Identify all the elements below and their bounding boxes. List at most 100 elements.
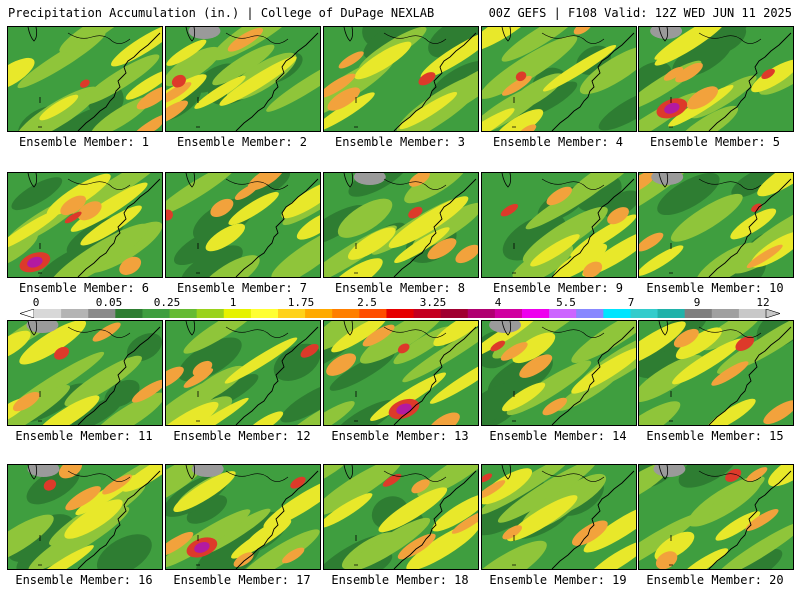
colorbar-segment <box>169 309 198 318</box>
precip-field <box>324 465 478 569</box>
state-border <box>67 470 131 482</box>
state-border <box>698 470 762 482</box>
ensemble-member-map <box>7 26 163 132</box>
ensemble-member-map <box>323 464 479 570</box>
precip-field <box>482 465 636 569</box>
lake-outline <box>185 321 196 336</box>
precip-field <box>324 321 478 425</box>
member-label: Ensemble Member: 18 <box>331 573 469 587</box>
member-label: Ensemble Member: 8 <box>334 281 466 295</box>
ensemble-member-map <box>481 320 637 426</box>
ensemble-member-map <box>165 320 321 426</box>
map-marker <box>196 97 200 128</box>
colorbar-min-arrow <box>20 309 35 318</box>
coastline <box>551 178 635 277</box>
member-label: Ensemble Member: 2 <box>176 135 308 149</box>
ensemble-member-map <box>481 464 637 570</box>
colorbar-segment <box>413 309 442 318</box>
precip-field <box>482 173 636 277</box>
lake-outline <box>343 173 354 188</box>
member-label: Ensemble Member: 13 <box>331 429 469 443</box>
state-border <box>67 326 131 338</box>
coastline <box>235 326 319 425</box>
ensemble-member-map <box>481 172 637 278</box>
colorbar-segment <box>196 309 225 318</box>
colorbar-tick-label: 0.25 <box>153 296 181 309</box>
ensemble-member-map <box>323 26 479 132</box>
lake-outline <box>658 321 669 336</box>
model-run-info: 00Z GEFS | F108 Valid: 12Z WED JUN 11 20… <box>488 6 792 20</box>
precip-field <box>639 465 793 569</box>
colorbar-segment <box>88 309 116 318</box>
member-label: Ensemble Member: 19 <box>489 573 627 587</box>
coastline <box>708 326 792 425</box>
precip-field <box>166 465 320 569</box>
precip-field <box>639 27 793 131</box>
map-marker <box>38 243 42 274</box>
map-marker <box>669 535 673 566</box>
lake-outline <box>501 321 512 336</box>
map-marker <box>669 243 673 274</box>
colorbar-tick-label: 12 <box>756 296 770 309</box>
coastline <box>77 326 161 425</box>
colorbar-segment <box>494 309 523 318</box>
map-marker <box>512 391 516 422</box>
ensemble-member-map <box>481 26 637 132</box>
map-marker <box>38 535 42 566</box>
state-border <box>67 178 131 190</box>
coastline <box>235 178 319 277</box>
coastline <box>393 470 477 569</box>
ensemble-member-map <box>165 464 321 570</box>
colorbar-tick-label: 9 <box>693 296 701 309</box>
coastline <box>551 326 635 425</box>
member-label: Ensemble Member: 4 <box>492 135 624 149</box>
coastline <box>708 32 792 131</box>
state-border <box>383 326 447 338</box>
member-label: Ensemble Member: 10 <box>646 281 784 295</box>
precip-field <box>166 321 320 425</box>
state-border <box>67 32 131 44</box>
colorbar-segment <box>223 309 252 318</box>
lake-outline <box>658 27 669 42</box>
map-marker <box>38 97 42 128</box>
map-marker <box>196 535 200 566</box>
precip-field <box>639 173 793 277</box>
colorbar-segment <box>278 309 306 318</box>
ensemble-member-map <box>638 320 794 426</box>
member-label: Ensemble Member: 14 <box>489 429 627 443</box>
member-label: Ensemble Member: 7 <box>176 281 308 295</box>
colorbar-segment <box>603 309 631 318</box>
coastline <box>708 470 792 569</box>
colorbar-segment <box>684 309 713 318</box>
coastline <box>393 32 477 131</box>
coastline <box>551 470 635 569</box>
ensemble-member-map <box>638 464 794 570</box>
precip-field <box>8 321 162 425</box>
precip-colorbar: 0 0.05 0.25 1 1.75 2.5 3.25 4 5.5 7 9 12 <box>0 296 800 320</box>
precip-field <box>324 27 478 131</box>
colorbar-segment <box>332 309 360 318</box>
coastline <box>235 32 319 131</box>
state-border <box>541 178 605 190</box>
ensemble-member-map <box>7 464 163 570</box>
colorbar-segment <box>440 309 469 318</box>
colorbar-segment <box>115 309 143 318</box>
coastline <box>77 32 161 131</box>
ensemble-member-map <box>638 172 794 278</box>
ensemble-member-map <box>323 320 479 426</box>
coastline <box>551 32 635 131</box>
map-marker <box>196 391 200 422</box>
state-border <box>383 32 447 44</box>
ensemble-member-map <box>7 172 163 278</box>
member-label: Ensemble Member: 15 <box>646 429 784 443</box>
member-label: Ensemble Member: 6 <box>18 281 150 295</box>
colorbar-segment <box>61 309 89 318</box>
member-label: Ensemble Member: 5 <box>649 135 781 149</box>
colorbar-segment <box>549 309 577 318</box>
member-label: Ensemble Member: 12 <box>173 429 311 443</box>
colorbar-strip <box>20 309 780 318</box>
map-marker <box>354 391 358 422</box>
colorbar-segment <box>576 309 604 318</box>
precip-field <box>324 173 478 277</box>
precip-field <box>482 321 636 425</box>
